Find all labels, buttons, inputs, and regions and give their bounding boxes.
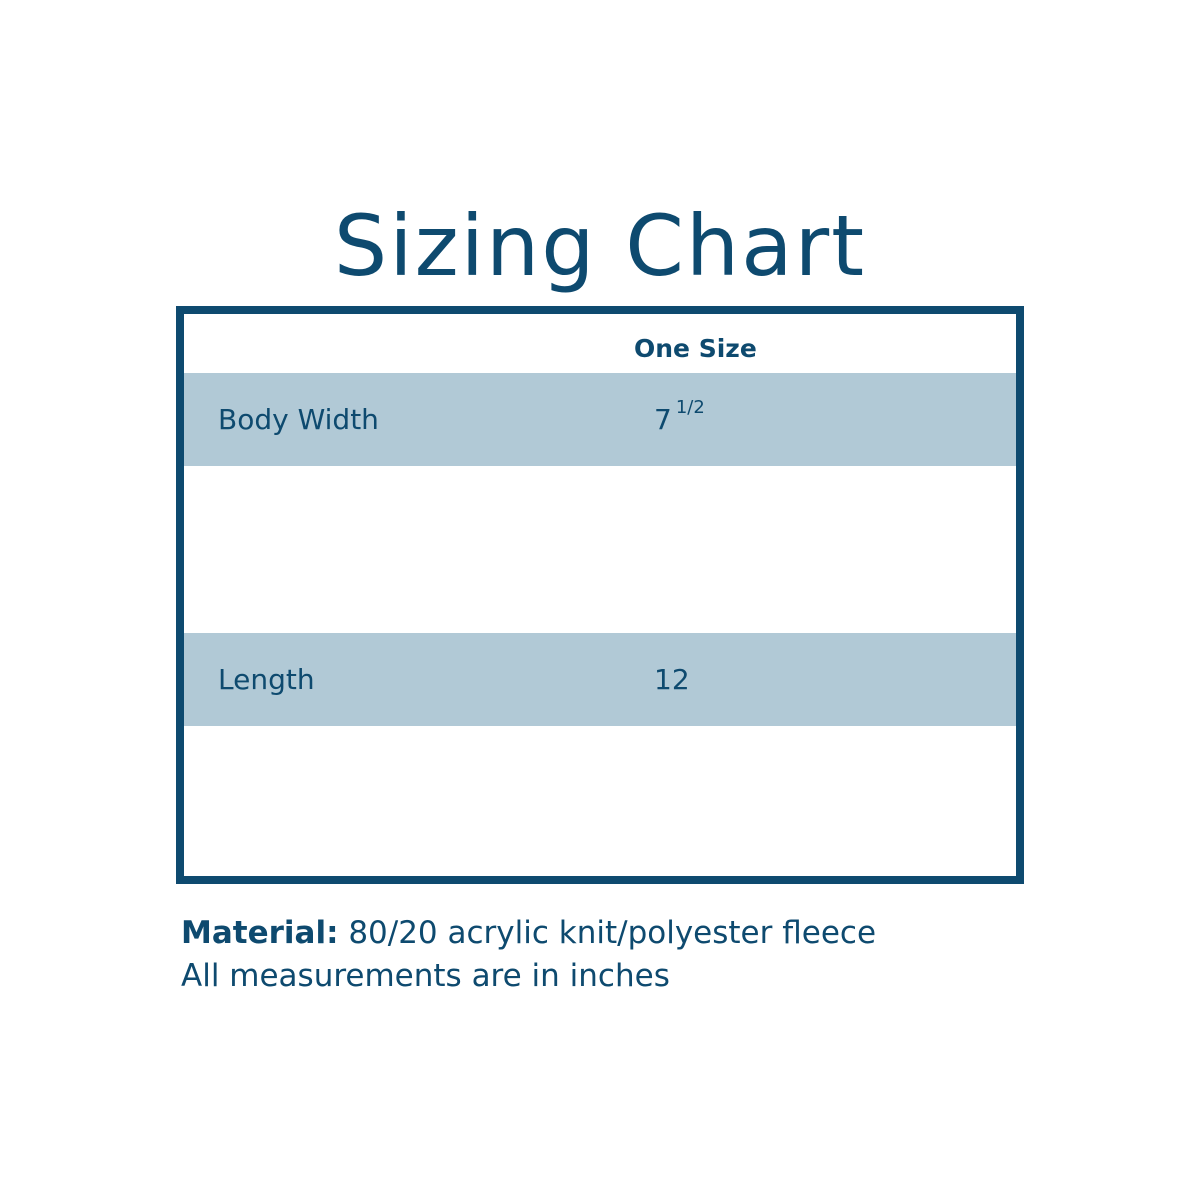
value-whole: 7 — [654, 403, 672, 436]
row-value: 12 — [654, 663, 690, 696]
value-fraction: 1/2 — [675, 397, 705, 418]
row-value: 7 1/2 — [654, 397, 705, 436]
row-label: Length — [218, 663, 315, 696]
notes: Material: 80/20 acrylic knit/polyester f… — [181, 912, 876, 998]
material-value: 80/20 acrylic knit/polyester fleece — [338, 915, 877, 951]
table-row-length: Length 12 — [184, 633, 1016, 726]
units-note: All measurements are in inches — [181, 958, 670, 994]
row-label: Body Width — [218, 403, 379, 436]
sizing-table: One Size Body Width 7 1/2 Length 12 — [176, 306, 1024, 884]
page-title: Sizing Chart — [333, 197, 867, 295]
table-row-body-width: Body Width 7 1/2 — [184, 373, 1016, 466]
material-note: Material: 80/20 acrylic knit/polyester f… — [181, 912, 876, 955]
column-header-one-size: One Size — [634, 334, 757, 363]
material-label: Material: — [181, 915, 339, 951]
